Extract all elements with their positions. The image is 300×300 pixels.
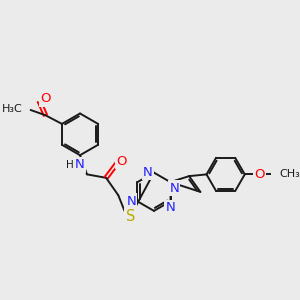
Text: S: S <box>126 208 135 224</box>
Text: N: N <box>169 182 179 194</box>
Text: H₃C: H₃C <box>2 104 23 114</box>
Text: H: H <box>66 160 74 170</box>
Text: N: N <box>166 201 176 214</box>
Text: N: N <box>126 195 136 208</box>
Text: N: N <box>75 158 85 171</box>
Text: O: O <box>254 168 265 181</box>
Text: N: N <box>143 166 153 179</box>
Text: O: O <box>40 92 51 105</box>
Text: CH₃: CH₃ <box>280 169 300 179</box>
Text: O: O <box>116 155 127 168</box>
